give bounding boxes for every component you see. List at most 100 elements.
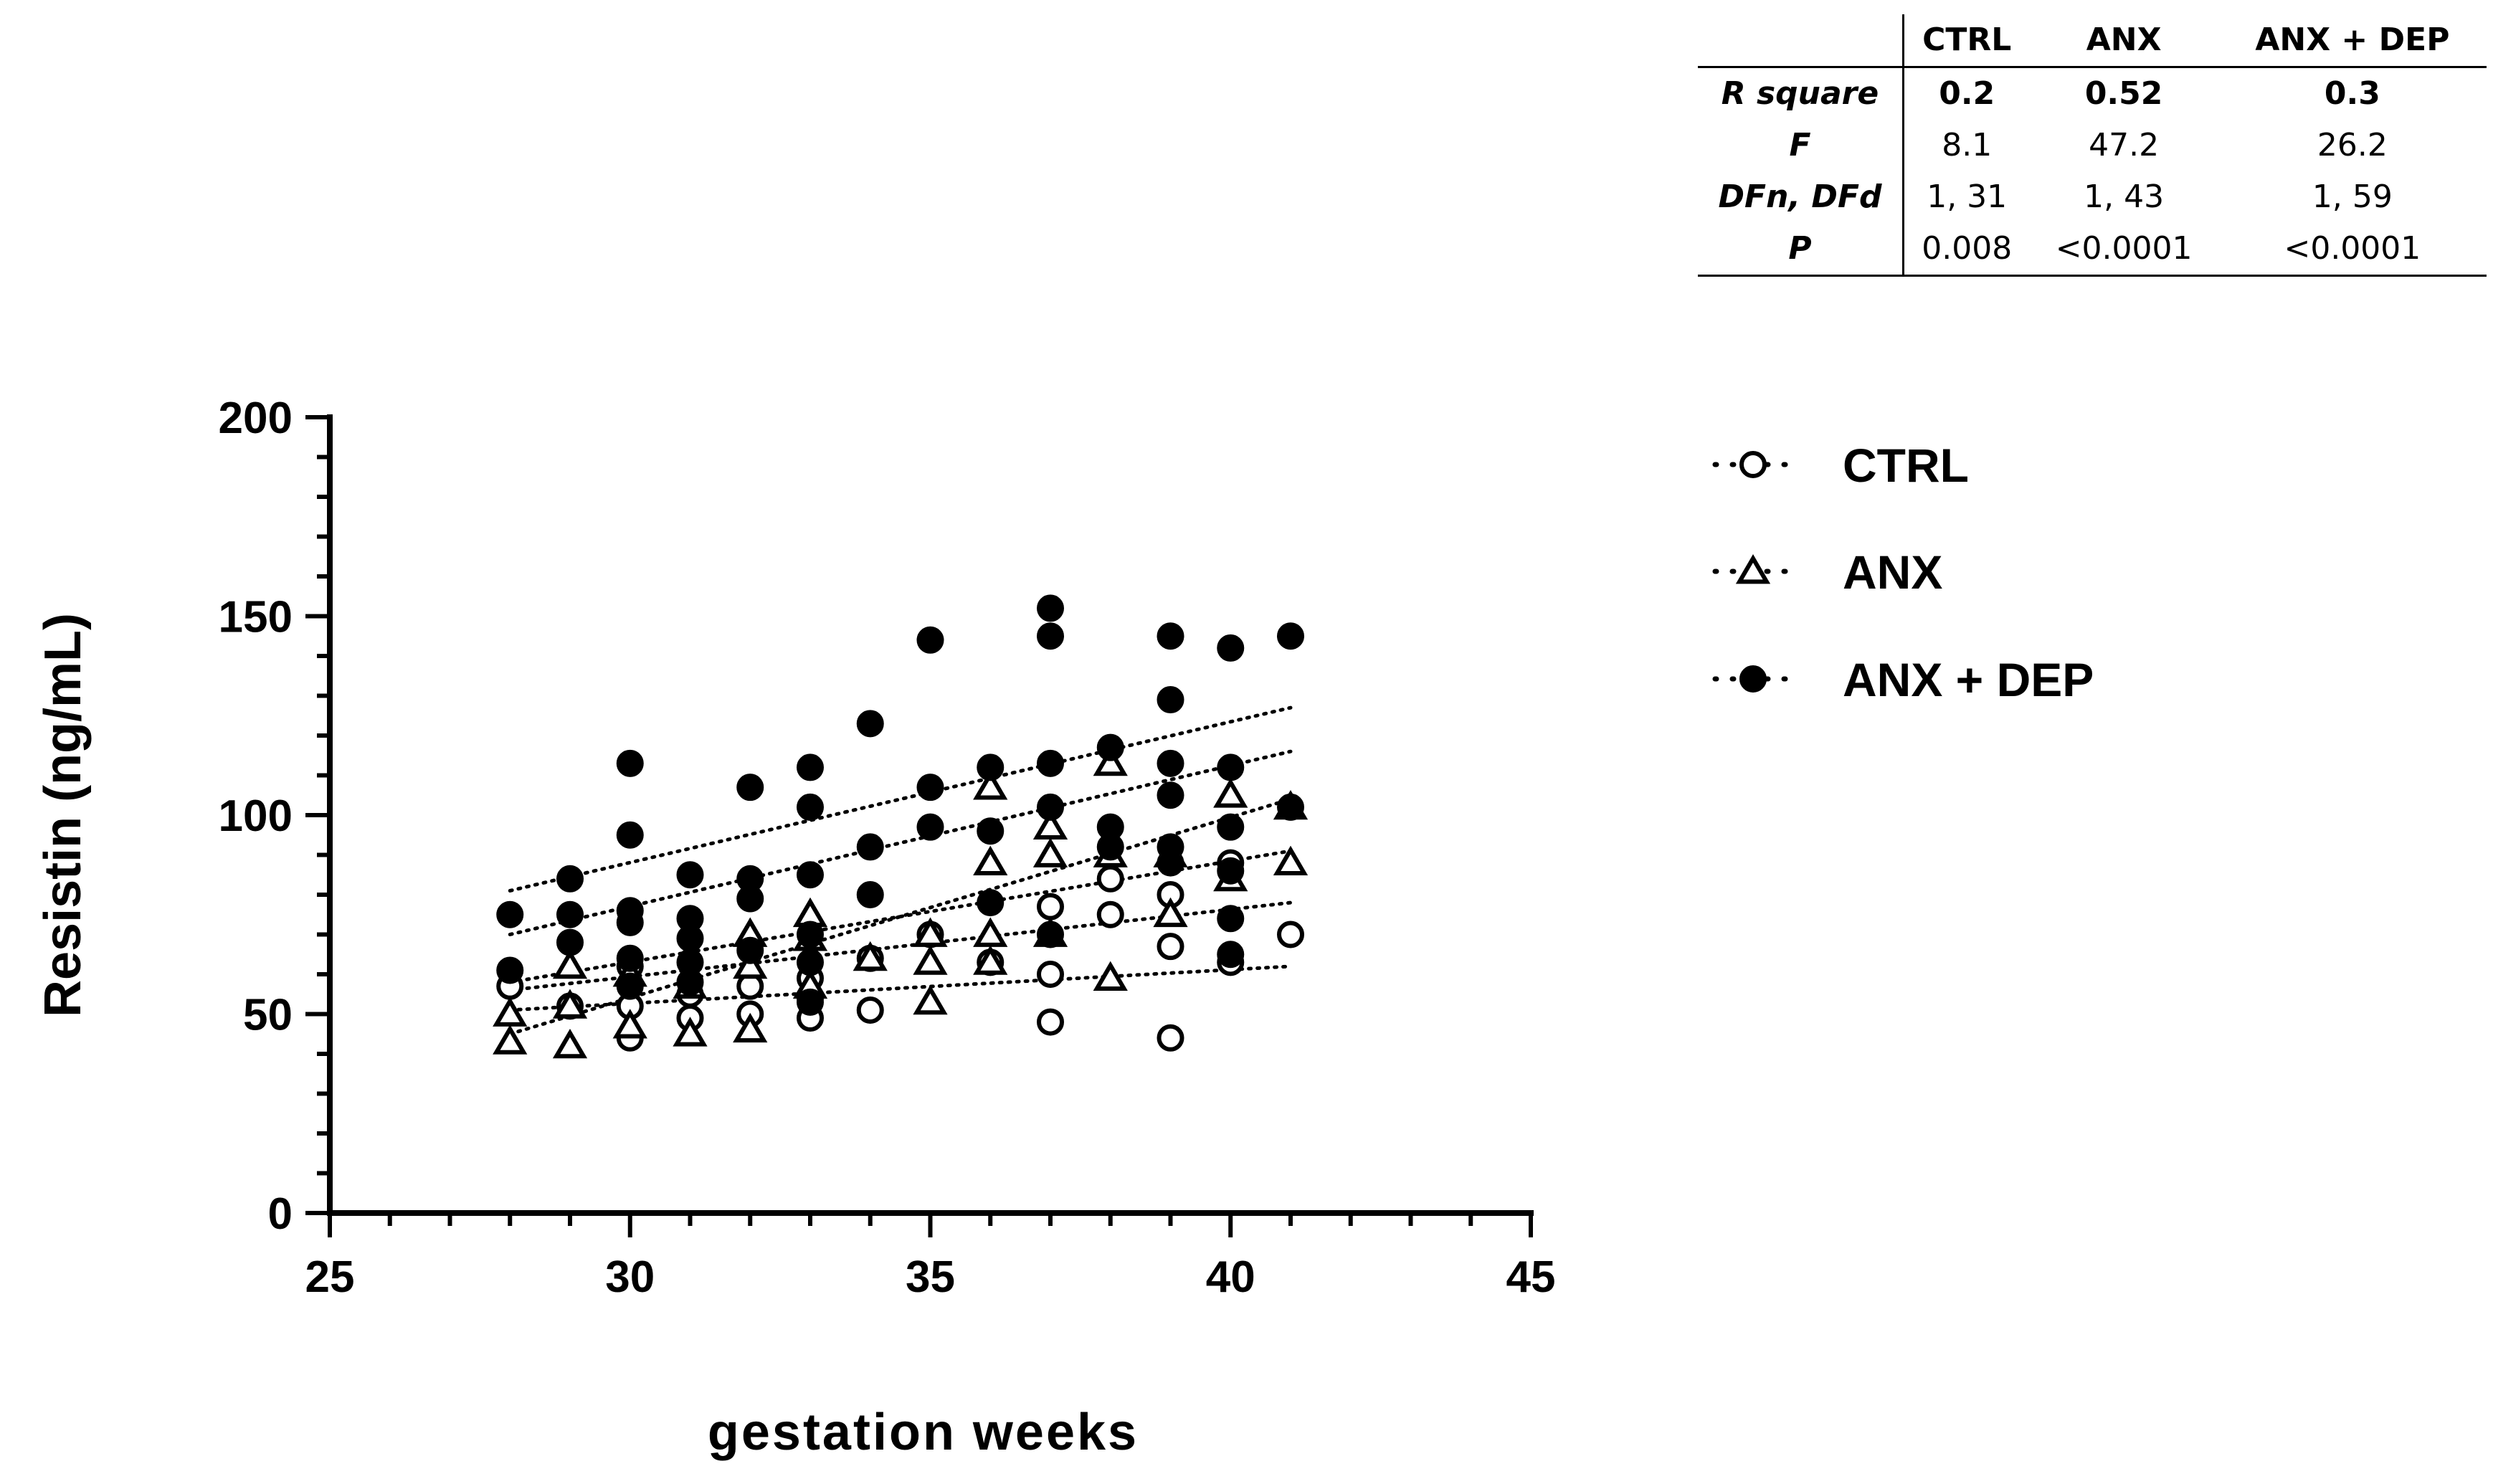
point-anx-dep: [797, 753, 824, 781]
point-anx-dep: [736, 865, 764, 893]
point-anx: [1213, 778, 1248, 808]
point-anx-dep: [1217, 813, 1245, 841]
point-anx-dep: [676, 905, 704, 933]
point-anx-dep: [496, 900, 524, 928]
point-anx-dep: [1217, 753, 1245, 781]
stats-row-label: P: [1698, 223, 1904, 277]
legend-label-anx-dep: ANX + DEP: [1843, 653, 2094, 706]
stats-cell: 0.3: [2324, 75, 2380, 112]
point-anx: [1032, 837, 1068, 867]
x-tick-label: 45: [1506, 1252, 1556, 1302]
point-anx-dep: [1157, 781, 1184, 809]
point-anx-dep: [797, 861, 824, 889]
legend-marker-anx-dep: [1712, 665, 1794, 693]
point-anx: [853, 941, 888, 971]
point-anx-dep: [616, 944, 644, 972]
stats-cell: 0.008: [1903, 223, 2030, 277]
point-anx-dep: [977, 753, 1005, 781]
point-anx: [552, 948, 588, 979]
point-anx-dep: [616, 972, 644, 1000]
point-anx-dep: [496, 956, 524, 984]
point-anx-dep: [736, 936, 764, 964]
point-anx: [913, 945, 948, 975]
point-anx-dep: [797, 921, 824, 948]
point-anx: [493, 997, 528, 1027]
stats-cell: 26.2: [2317, 127, 2388, 163]
stats-cell: 0.52: [2084, 75, 2163, 112]
point-anx-dep: [856, 710, 884, 738]
point-anx-dep: [916, 626, 944, 654]
y-tick-label: 100: [219, 791, 293, 841]
point-anx-dep: [856, 833, 884, 861]
stats-cell: <0.0001: [2218, 223, 2487, 277]
y-tick-label: 200: [219, 394, 293, 443]
y-tick-label: 150: [219, 593, 293, 642]
point-anx-dep: [616, 821, 644, 849]
point-ctrl: [1037, 893, 1064, 921]
point-ctrl: [1277, 921, 1304, 948]
point-anx-dep: [977, 889, 1005, 917]
point-anx: [612, 1009, 647, 1039]
point-anx-dep: [1037, 793, 1064, 821]
x-tick-label: 40: [1206, 1252, 1255, 1302]
point-anx: [552, 989, 588, 1019]
point-anx: [973, 770, 1008, 800]
y-axis-title: Resistin (ng/mL): [34, 613, 92, 1017]
point-ctrl: [1096, 900, 1124, 928]
point-anx-dep: [676, 948, 704, 976]
point-anx: [1093, 746, 1128, 776]
point-anx-dep: [856, 881, 884, 908]
point-anx: [973, 917, 1008, 947]
stats-row-p: P 0.008 <0.0001 <0.0001: [1698, 223, 2487, 277]
point-anx: [673, 1017, 708, 1047]
point-anx: [552, 1028, 588, 1059]
stats-cell: 1, 43: [2084, 179, 2165, 215]
stats-cell: 1, 31: [1927, 179, 2008, 215]
point-anx-dep: [1277, 793, 1304, 821]
legend-item-anx: ANX: [1712, 546, 1942, 599]
point-ctrl: [856, 996, 884, 1024]
x-axis-title: gestation weeks: [708, 1404, 1139, 1461]
stats-row-label: DFn, DFd: [1698, 171, 1904, 223]
point-anx: [1153, 897, 1188, 928]
point-anx-dep: [977, 817, 1005, 845]
point-ctrl: [1037, 961, 1064, 988]
point-anx: [913, 917, 948, 947]
stats-row-r-square: R square 0.2 0.52 0.3: [1698, 67, 2487, 120]
point-anx-dep: [1037, 622, 1064, 650]
stats-row-label: F: [1698, 120, 1904, 171]
point-anx-dep: [1217, 905, 1245, 933]
stats-col-header: ANX: [2029, 14, 2218, 68]
legend-label-anx: ANX: [1843, 546, 1942, 599]
axis-ticks: 0 50 100 150 200 25 30 35 40 45: [219, 394, 1556, 1302]
point-anx-dep: [797, 948, 824, 976]
point-anx-dep: [676, 861, 704, 889]
point-ctrl: [1096, 865, 1124, 893]
point-anx-dep: [1277, 622, 1304, 650]
legend-marker-ctrl: [1712, 451, 1794, 478]
point-anx: [913, 984, 948, 1015]
legend-label-ctrl: CTRL: [1843, 439, 1969, 492]
point-anx-dep: [736, 774, 764, 802]
x-tick-label: 25: [305, 1252, 355, 1302]
point-anx-dep: [916, 774, 944, 802]
legend: CTRL ANX ANX + DEP: [1712, 439, 2094, 706]
point-anx-dep: [797, 793, 824, 821]
point-anx-dep: [1217, 857, 1245, 885]
y-tick-label: 0: [268, 1189, 293, 1239]
legend-item-ctrl: CTRL: [1712, 439, 1969, 492]
point-anx-dep: [1037, 594, 1064, 622]
stats-header-row: CTRL ANX ANX + DEP: [1698, 14, 2487, 68]
point-ctrl: [1037, 1008, 1064, 1036]
point-anx-dep: [916, 813, 944, 841]
stats-row-f: F 8.1 47.2 26.2: [1698, 120, 2487, 171]
data-points: [493, 594, 1309, 1059]
stats-row-label: R square: [1698, 67, 1904, 120]
stats-cell: 1, 59: [2312, 179, 2393, 215]
point-anx: [493, 1024, 528, 1055]
legend-marker-anx: [1712, 554, 1794, 584]
point-ctrl: [1157, 1024, 1184, 1052]
stats-cell: 0.2: [1939, 75, 1995, 112]
point-ctrl: [1157, 933, 1184, 961]
